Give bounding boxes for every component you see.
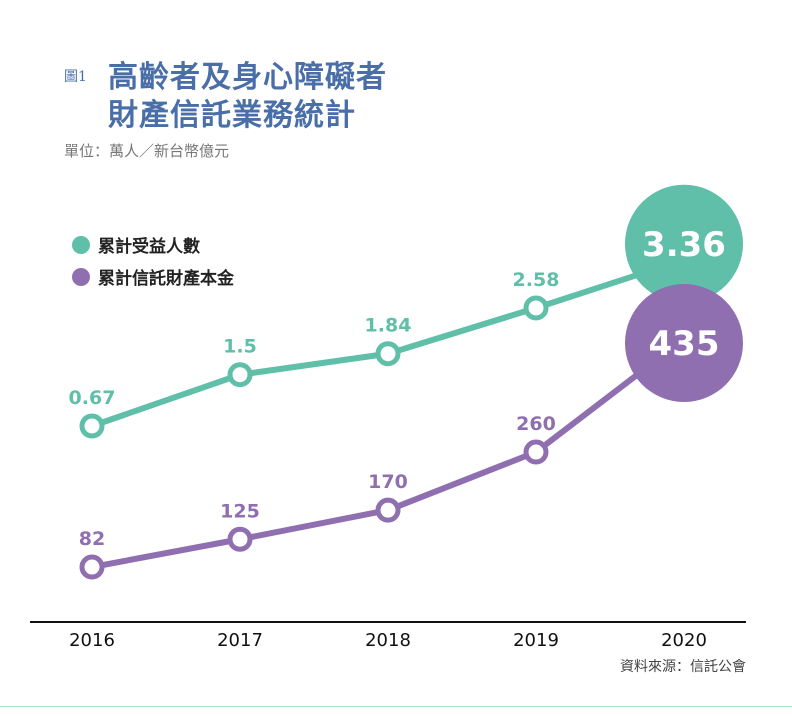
- data-point: [227, 362, 253, 388]
- legend-label: 累計受益人數: [98, 237, 200, 257]
- data-label: 170: [368, 471, 408, 493]
- data-point: [523, 295, 549, 321]
- data-label: 82: [79, 528, 105, 550]
- chart-title-line2: 財產信託業務統計: [108, 98, 356, 133]
- data-label: 1.5: [223, 336, 257, 358]
- data-point: [79, 554, 105, 580]
- data-label: 435: [649, 324, 720, 364]
- legend-label: 累計信託財產本金: [98, 269, 234, 289]
- unit-label: 單位：萬人／新台幣億元: [64, 142, 230, 160]
- x-tick-label: 2016: [69, 630, 115, 651]
- series-line: [91, 336, 686, 570]
- data-label: 1.84: [365, 315, 412, 337]
- source-note: 資料來源：信託公會: [620, 659, 746, 675]
- legend-swatch: [72, 267, 90, 286]
- x-tick-label: 2018: [365, 630, 411, 651]
- data-label: 260: [516, 413, 556, 435]
- legend-swatch: [72, 235, 90, 254]
- data-point: [375, 497, 401, 523]
- x-tick-label: 2020: [661, 630, 707, 651]
- data-label: 3.36: [642, 225, 726, 265]
- chart-title-line1: 高齡者及身心障礙者: [108, 60, 387, 95]
- data-point: [523, 439, 549, 465]
- data-label: 0.67: [69, 387, 116, 409]
- data-point: [227, 526, 253, 552]
- x-tick-label: 2017: [217, 630, 263, 651]
- highlight-bubble: [625, 184, 743, 303]
- data-point: [79, 413, 105, 439]
- data-label: 2.58: [513, 269, 560, 291]
- data-point: [375, 341, 401, 367]
- x-tick-label: 2019: [513, 630, 559, 651]
- highlight-bubble: [625, 283, 743, 402]
- figure-label: 圖1: [64, 69, 87, 85]
- legend-item-beneficiaries: 累計受益人數: [72, 232, 200, 257]
- legend-item-principal: 累計信託財產本金: [72, 264, 234, 289]
- divider: [0, 706, 792, 707]
- data-label: 125: [220, 500, 260, 522]
